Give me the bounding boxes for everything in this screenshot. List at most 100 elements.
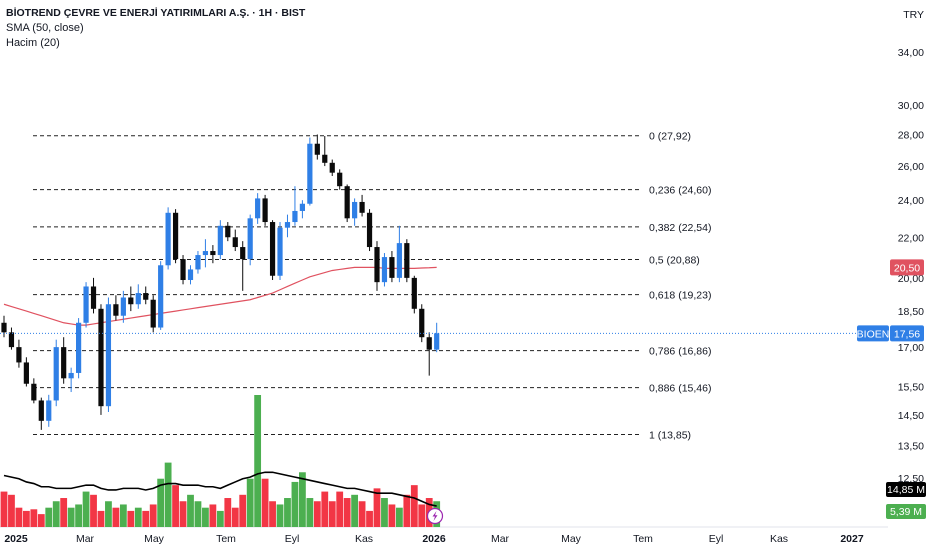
fib-level-label: 0,618 (19,23) [649,290,711,302]
currency-label: TRY [903,9,924,21]
candle-body [381,257,388,283]
y-tick-label: 22,00 [898,232,924,244]
candle-body [344,186,350,219]
candle-body [352,201,358,219]
volume-bar [336,491,344,527]
y-tick-label: 28,00 [898,129,924,141]
volume-bar [97,510,105,527]
sma-badge [890,259,924,276]
y-tick-label: 15,50 [898,381,924,393]
volume-bar [112,507,120,527]
candle-body [165,212,171,266]
x-tick-label: Eyl [285,533,300,545]
candle-body [307,143,313,204]
volume-bar [276,504,284,527]
volume-bar [149,504,157,527]
volume-bar [410,485,418,527]
volume-bar [142,510,150,527]
volume-bar [246,478,254,527]
volume-bar [358,501,366,527]
volume-bar [224,498,232,527]
candle-body [359,201,365,213]
fib-level-label: 0,5 (20,88) [649,255,700,267]
x-tick-label: Eyl [709,533,724,545]
candle-body [269,222,276,276]
volume-bar [328,501,336,527]
x-tick-label: Kas [770,533,788,545]
candle-body [419,308,425,338]
volume-bar [37,514,45,527]
volume-bar [395,507,403,527]
x-tick-label: Tem [633,533,653,545]
candle-body [255,198,261,219]
volume-bar [194,501,202,527]
fib-level-label: 0,382 (22,54) [649,222,711,234]
y-tick-label: 13,50 [898,440,924,452]
symbol-title[interactable]: BİOTREND ÇEVRE VE ENERJİ YATIRIMLARI A.Ş… [6,7,306,19]
volume-bar [157,478,165,527]
candle-body [128,297,134,305]
lightning-glyph [432,511,438,521]
volume-bar [418,504,426,527]
volume-bar [202,507,209,527]
volume-bar [164,462,172,527]
y-tick-label: 26,00 [898,161,924,173]
candle-body [202,251,209,256]
axes: 34,00 30,00 28,00 26,00 24,00 22,00 20,00 18,50… [4,9,924,545]
candle-body [217,225,223,256]
candle-body [150,299,156,328]
volume-bar [321,491,329,527]
candle-body [240,247,246,260]
candle-body [247,218,253,260]
volume-bar [15,507,23,527]
x-tick-label: Tem [216,533,236,545]
volume-bar [127,510,135,527]
candle-body [180,259,186,281]
candle-body [61,347,67,379]
candle-body [1,322,7,333]
candle-body [210,251,216,256]
sma-50-line [3,266,437,326]
volume-bar [291,481,299,527]
volume-bar [75,504,82,527]
candle-body [16,347,22,363]
volume-bar [172,485,179,527]
fibonacci-retracement[interactable]: 0 (27,92) 0,236 (24,60) 0,382 (22,54) 0,5 (… [33,131,711,442]
last-price-badge [890,325,924,342]
fib-level-label: 0,886 (15,46) [649,383,711,395]
volume-bar [313,501,321,527]
fib-level-label: 0 (27,92) [649,131,691,143]
y-tick-label: 24,00 [898,195,924,207]
x-tick-label: 2025 [4,533,28,545]
volume-bar [8,494,15,527]
candle-body [314,143,320,155]
sma-line [3,266,437,326]
volume-indicator-label[interactable]: Hacim (20) [6,37,60,49]
volume-bar [381,498,388,527]
y-tick-label: 17,00 [898,342,924,354]
volume-bar [306,498,314,527]
volume-bar [22,510,30,527]
candle-body [404,243,410,278]
volume-bar [388,504,396,527]
candle-body [366,212,373,248]
candle-body [262,198,268,223]
x-tick-label: 2027 [840,533,864,545]
sma-indicator-label[interactable]: SMA (50, close) [6,22,84,34]
volume-bar [231,507,239,527]
volume-bar [343,498,351,527]
candle-body [120,297,126,316]
volume-ma-badge [886,482,926,497]
volume-bar [134,507,142,527]
y-tick-label: 20,00 [898,273,924,285]
candle-body [434,333,440,350]
candle-body [172,212,179,260]
candle-body [329,162,335,173]
volume-bar [82,491,90,527]
candle-body [135,293,141,305]
fib-level-label: 0,786 (16,86) [649,346,711,358]
candle-body [225,225,231,238]
candle-body [53,347,59,401]
candle-body [232,237,238,248]
